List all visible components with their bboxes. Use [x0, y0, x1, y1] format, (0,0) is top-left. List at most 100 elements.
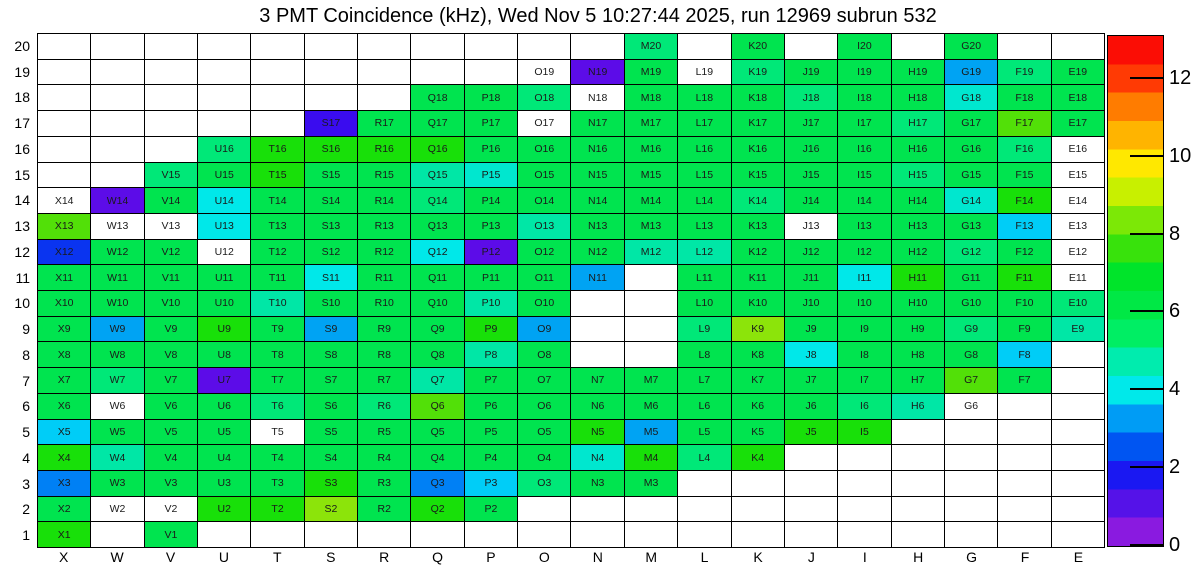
heatmap-cell-U13: U13	[198, 213, 251, 239]
heatmap-cell-Q4: Q4	[411, 445, 464, 470]
heatmap-cell-H14: H14	[891, 188, 944, 213]
heatmap-cell-T12: T12	[251, 239, 304, 265]
colorbar-tick	[1130, 466, 1163, 469]
heatmap-cell-Q9: Q9	[411, 316, 464, 342]
heatmap-cell-U2: U2	[198, 496, 251, 522]
heatmap-cell-G17: G17	[944, 111, 998, 136]
heatmap-cell-Q14: Q14	[411, 188, 464, 213]
heatmap-cell-X12: X12	[38, 239, 91, 265]
heatmap-cell-F13: F13	[998, 213, 1051, 239]
heatmap-cell-empty	[678, 34, 731, 59]
x-axis-label-I: I	[862, 549, 867, 565]
y-axis-label-2: 2	[22, 501, 30, 518]
heatmap-cell-G14: G14	[944, 188, 998, 213]
heatmap-cell-empty	[1051, 368, 1104, 393]
heatmap-cell-empty	[91, 522, 144, 547]
heatmap-cell-I11: I11	[838, 265, 891, 290]
heatmap-cell-K5: K5	[731, 419, 784, 445]
heatmap-cell-M6: M6	[624, 393, 678, 419]
heatmap-cell-empty	[571, 291, 624, 316]
heatmap-cell-N5: N5	[571, 419, 624, 445]
heatmap-cell-L16: L16	[678, 136, 731, 162]
heatmap-cell-empty	[624, 265, 678, 290]
heatmap-cell-E18: E18	[1051, 85, 1104, 111]
heatmap-cell-U4: U4	[198, 445, 251, 470]
heatmap-cell-S14: S14	[304, 188, 358, 213]
heatmap-cell-R6: R6	[358, 393, 411, 419]
y-axis-label-13: 13	[14, 218, 30, 235]
heatmap-cell-F8: F8	[998, 342, 1051, 368]
heatmap-cell-H16: H16	[891, 136, 944, 162]
heatmap-cell-M4: M4	[624, 445, 678, 470]
heatmap-cell-empty	[624, 291, 678, 316]
heatmap-cell-W11: W11	[91, 265, 144, 290]
heatmap-cell-I10: I10	[838, 291, 891, 316]
heatmap-cell-X5: X5	[38, 419, 91, 445]
heatmap-cell-empty	[838, 470, 891, 496]
y-axis-label-12: 12	[14, 243, 30, 260]
heatmap-cell-O11: O11	[518, 265, 571, 290]
x-axis-label-N: N	[592, 549, 603, 565]
colorbar-tick-label-10: 10	[1169, 144, 1192, 167]
heatmap-cell-J11: J11	[784, 265, 838, 290]
heatmap-cell-Q6: Q6	[411, 393, 464, 419]
heatmap-cell-M19: M19	[624, 59, 678, 85]
heatmap-cell-N17: N17	[571, 111, 624, 136]
heatmap-cell-empty	[944, 522, 998, 547]
heatmap-cell-O17: O17	[518, 111, 571, 136]
heatmap-cell-P14: P14	[464, 188, 518, 213]
y-axis-label-6: 6	[22, 398, 30, 415]
y-axis-label-8: 8	[22, 346, 30, 363]
heatmap-cell-empty	[998, 522, 1051, 547]
heatmap-cell-empty	[38, 136, 91, 162]
heatmap-cell-V9: V9	[144, 316, 198, 342]
heatmap-cell-H15: H15	[891, 162, 944, 188]
heatmap-cell-empty	[518, 34, 571, 59]
heatmap-cell-F15: F15	[998, 162, 1051, 188]
x-axis-label-T: T	[273, 549, 282, 565]
heatmap-cell-empty	[571, 496, 624, 522]
heatmap-cell-P3: P3	[464, 470, 518, 496]
heatmap-cell-Q15: Q15	[411, 162, 464, 188]
heatmap-cell-G11: G11	[944, 265, 998, 290]
y-axis-label-18: 18	[14, 89, 30, 106]
heatmap-cell-J9: J9	[784, 316, 838, 342]
heatmap-cell-S12: S12	[304, 239, 358, 265]
heatmap-cell-empty	[198, 59, 251, 85]
heatmap-cell-F19: F19	[998, 59, 1051, 85]
heatmap-cell-T4: T4	[251, 445, 304, 470]
heatmap-cell-empty	[784, 522, 838, 547]
heatmap-cell-W4: W4	[91, 445, 144, 470]
heatmap-cell-S10: S10	[304, 291, 358, 316]
heatmap-cell-H10: H10	[891, 291, 944, 316]
heatmap-cell-P18: P18	[464, 85, 518, 111]
heatmap-cell-P15: P15	[464, 162, 518, 188]
heatmap-cell-K7: K7	[731, 368, 784, 393]
heatmap-cell-Q8: Q8	[411, 342, 464, 368]
heatmap-cell-T7: T7	[251, 368, 304, 393]
x-axis-label-S: S	[326, 549, 336, 565]
heatmap-cell-K15: K15	[731, 162, 784, 188]
heatmap-cell-W9: W9	[91, 316, 144, 342]
heatmap-cell-V7: V7	[144, 368, 198, 393]
heatmap-cell-T10: T10	[251, 291, 304, 316]
heatmap-cell-H17: H17	[891, 111, 944, 136]
heatmap-cell-P12: P12	[464, 239, 518, 265]
heatmap-cell-empty	[518, 496, 571, 522]
y-axis-label-4: 4	[22, 449, 30, 466]
heatmap-cell-empty	[38, 59, 91, 85]
heatmap-cell-U7: U7	[198, 368, 251, 393]
heatmap-cell-I7: I7	[838, 368, 891, 393]
heatmap-cell-T15: T15	[251, 162, 304, 188]
y-axis-label-19: 19	[14, 63, 30, 80]
heatmap-cell-O3: O3	[518, 470, 571, 496]
heatmap-cell-empty	[198, 85, 251, 111]
heatmap-cell-empty	[784, 34, 838, 59]
heatmap-cell-R13: R13	[358, 213, 411, 239]
heatmap-cell-Q3: Q3	[411, 470, 464, 496]
heatmap-cell-empty	[464, 34, 518, 59]
heatmap-cell-empty	[38, 34, 91, 59]
heatmap-cell-empty	[144, 136, 198, 162]
heatmap-cell-L9: L9	[678, 316, 731, 342]
